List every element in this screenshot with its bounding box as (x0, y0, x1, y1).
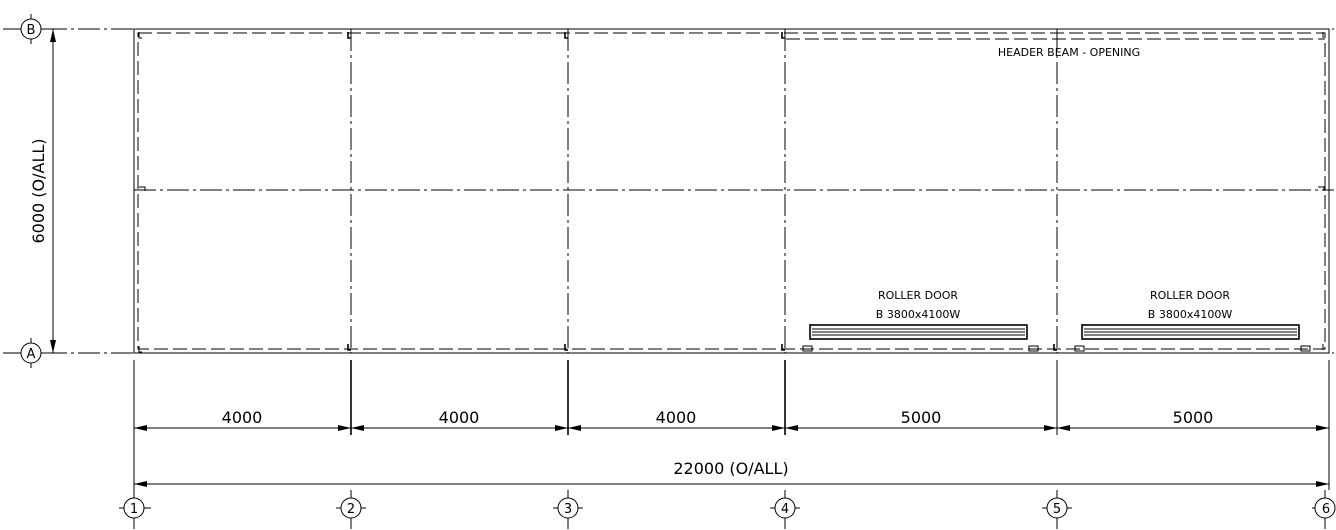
bay-dimension-4: 5000 (901, 408, 942, 427)
bay-dimension-3: 4000 (656, 408, 697, 427)
grid-bubble-6: 6 (1312, 490, 1336, 529)
inner-wall-line (137, 32, 1326, 350)
building-outline (133, 28, 1330, 354)
grid-bubble-2: 2 (336, 490, 366, 529)
roller-door-2: ROLLER DOOR B 3800x4100W (1074, 289, 1311, 352)
grid-bubble-1-label: 1 (130, 502, 138, 517)
grid-lines (12, 28, 1334, 354)
roller-door-2-spec: B 3800x4100W (1148, 308, 1233, 321)
grid-bubble-5: 5 (1042, 490, 1072, 529)
grid-bubble-4-label: 4 (781, 502, 789, 517)
roller-door-1-spec: B 3800x4100W (876, 308, 961, 321)
horizontal-overall-label: 22000 (O/ALL) (673, 459, 788, 478)
dimension-extension-lines (133, 360, 1330, 490)
overall-dimension-line: 22000 (O/ALL) (134, 459, 1329, 487)
vertical-dimension: 6000 (O/ALL) (29, 29, 56, 353)
grid-bubble-1: 1 (119, 490, 151, 529)
grid-bubble-3-label: 3 (564, 502, 572, 517)
bay-dimension-5: 5000 (1173, 408, 1214, 427)
column-markers (138, 32, 1325, 353)
vertical-overall-label: 6000 (O/ALL) (29, 138, 48, 243)
roller-door-2-title: ROLLER DOOR (1150, 289, 1230, 302)
bay-dimension-line: 4000 4000 4000 5000 5000 (134, 408, 1329, 431)
grid-bubble-a-label: A (27, 347, 36, 362)
grid-bubble-3: 3 (553, 490, 583, 529)
grid-bubble-6-label: 6 (1322, 502, 1330, 517)
grid-bubble-5-label: 5 (1053, 502, 1061, 517)
roller-door-1: ROLLER DOOR B 3800x4100W (802, 289, 1039, 352)
bay-dimension-1: 4000 (222, 408, 263, 427)
grid-bubble-b-label: B (27, 23, 36, 38)
grid-bubble-2-label: 2 (347, 502, 355, 517)
bay-dimension-2: 4000 (439, 408, 480, 427)
grid-bubble-4: 4 (770, 490, 800, 529)
grid-bubble-b: B (3, 14, 45, 44)
grid-bubble-a: A (3, 338, 45, 368)
roller-door-1-title: ROLLER DOOR (878, 289, 958, 302)
header-beam-label: HEADER BEAM - OPENING (998, 46, 1140, 59)
